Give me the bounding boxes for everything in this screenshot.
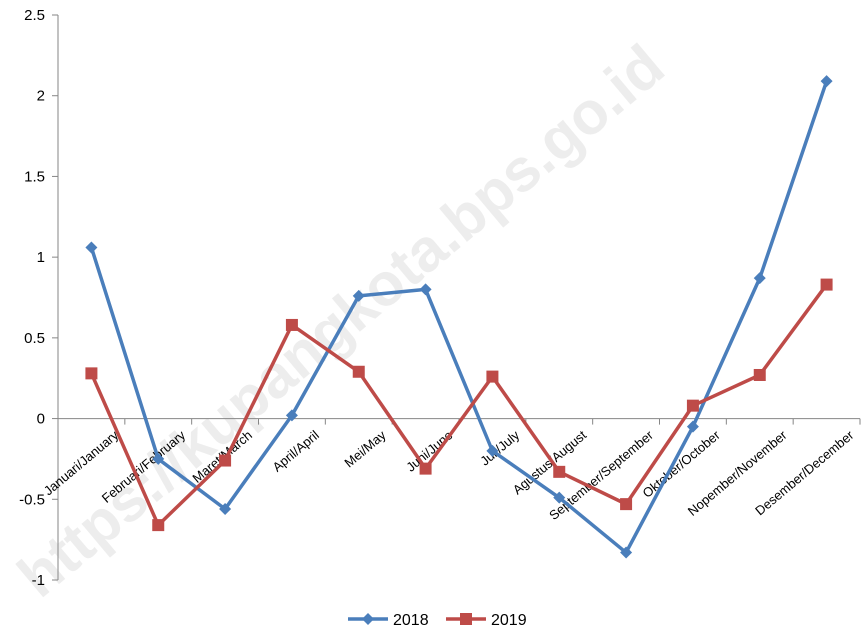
series-line-2019 bbox=[89, 283, 828, 527]
y-tick-label: -0.5 bbox=[19, 491, 45, 508]
data-point-2019 bbox=[686, 399, 699, 412]
data-point-2018 bbox=[419, 283, 432, 296]
y-tick-label: 1 bbox=[37, 249, 45, 266]
data-point-2018 bbox=[85, 241, 98, 254]
watermark-text: https://kupangkota.bps.go.id bbox=[5, 32, 676, 610]
legend-label-2018: 2018 bbox=[393, 612, 429, 629]
y-tick-label: 2.5 bbox=[24, 7, 45, 24]
data-point-2018 bbox=[285, 409, 298, 422]
y-tick-label: 2 bbox=[37, 88, 45, 105]
data-point-2019 bbox=[285, 318, 298, 331]
legend-marker-2018 bbox=[362, 613, 374, 625]
data-point-2019 bbox=[486, 370, 499, 383]
data-point-2019 bbox=[152, 519, 165, 532]
legend-label-2019: 2019 bbox=[491, 612, 527, 629]
data-point-2018 bbox=[352, 289, 365, 302]
data-point-2018 bbox=[820, 75, 833, 88]
watermark: https://kupangkota.bps.go.id bbox=[5, 32, 676, 610]
data-point-2018 bbox=[553, 491, 566, 504]
data-point-2019 bbox=[753, 368, 766, 381]
data-point-2019 bbox=[820, 278, 833, 291]
data-point-2018 bbox=[620, 546, 633, 559]
data-point-2019 bbox=[352, 365, 365, 378]
y-tick-label: -1 bbox=[32, 572, 45, 589]
data-point-2019 bbox=[419, 462, 432, 475]
plot-area bbox=[85, 75, 833, 559]
legend: 2018 2019 bbox=[348, 612, 527, 629]
data-point-2019 bbox=[85, 367, 98, 380]
data-point-2018 bbox=[486, 444, 499, 457]
x-tick-label: Mei/May bbox=[341, 427, 389, 470]
data-point-2019 bbox=[620, 498, 633, 511]
data-point-2019 bbox=[219, 454, 232, 467]
data-point-2018 bbox=[753, 272, 766, 285]
data-point-2018 bbox=[152, 452, 165, 465]
y-tick-label: 0.5 bbox=[24, 330, 45, 347]
data-point-2018 bbox=[219, 502, 232, 515]
y-tick-label: 0 bbox=[37, 411, 45, 428]
data-point-2018 bbox=[686, 420, 699, 433]
y-tick-label: 1.5 bbox=[24, 168, 45, 185]
data-point-2019 bbox=[553, 465, 566, 478]
legend-marker-2019 bbox=[460, 613, 472, 625]
